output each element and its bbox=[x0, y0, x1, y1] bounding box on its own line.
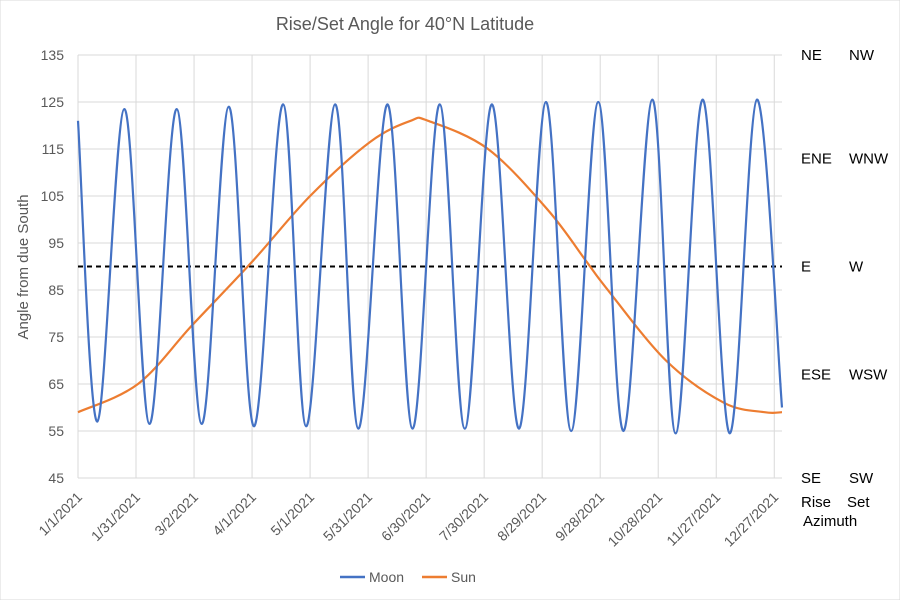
rise-direction-label: ESE bbox=[801, 367, 831, 384]
set-direction-label: WSW bbox=[849, 367, 888, 384]
set-direction-label: WNW bbox=[849, 150, 889, 167]
y-tick-label: 115 bbox=[42, 141, 65, 157]
y-tick-label: 65 bbox=[48, 376, 64, 392]
azimuth-footer: Azimuth bbox=[803, 513, 857, 530]
set-direction-label: W bbox=[849, 259, 864, 276]
y-tick-label: 135 bbox=[41, 47, 65, 63]
set-footer: Set bbox=[847, 494, 870, 511]
direction-labels: NE NW ENE WNW E W ESE WSW SE SW bbox=[801, 47, 889, 487]
rise-direction-label: NE bbox=[801, 47, 822, 64]
y-tick-label: 55 bbox=[48, 423, 64, 439]
y-tick-labels: 45 55 65 75 85 95 105 115 125 135 bbox=[41, 47, 65, 486]
series-lines bbox=[76, 98, 784, 435]
series-line-moon bbox=[76, 98, 784, 435]
y-axis-label: Angle from due South bbox=[15, 194, 32, 339]
y-tick-label: 45 bbox=[48, 470, 64, 486]
y-tick-label: 105 bbox=[41, 188, 65, 204]
rise-footer: Rise bbox=[801, 494, 831, 511]
y-tick-label: 125 bbox=[41, 94, 65, 110]
set-direction-label: NW bbox=[849, 47, 875, 64]
rise-direction-label: ENE bbox=[801, 150, 832, 167]
y-tick-label: 95 bbox=[48, 235, 64, 251]
chart-title: Rise/Set Angle for 40°N Latitude bbox=[276, 14, 534, 34]
legend-label: Moon bbox=[369, 569, 404, 585]
rise-direction-label: E bbox=[801, 259, 811, 276]
rise-direction-label: SE bbox=[801, 470, 821, 487]
y-tick-label: 85 bbox=[48, 282, 64, 298]
series-line-sun bbox=[77, 116, 783, 414]
legend: Moon Sun bbox=[340, 569, 476, 585]
legend-label: Sun bbox=[451, 569, 476, 585]
set-direction-label: SW bbox=[849, 470, 874, 487]
y-tick-label: 75 bbox=[48, 329, 64, 345]
